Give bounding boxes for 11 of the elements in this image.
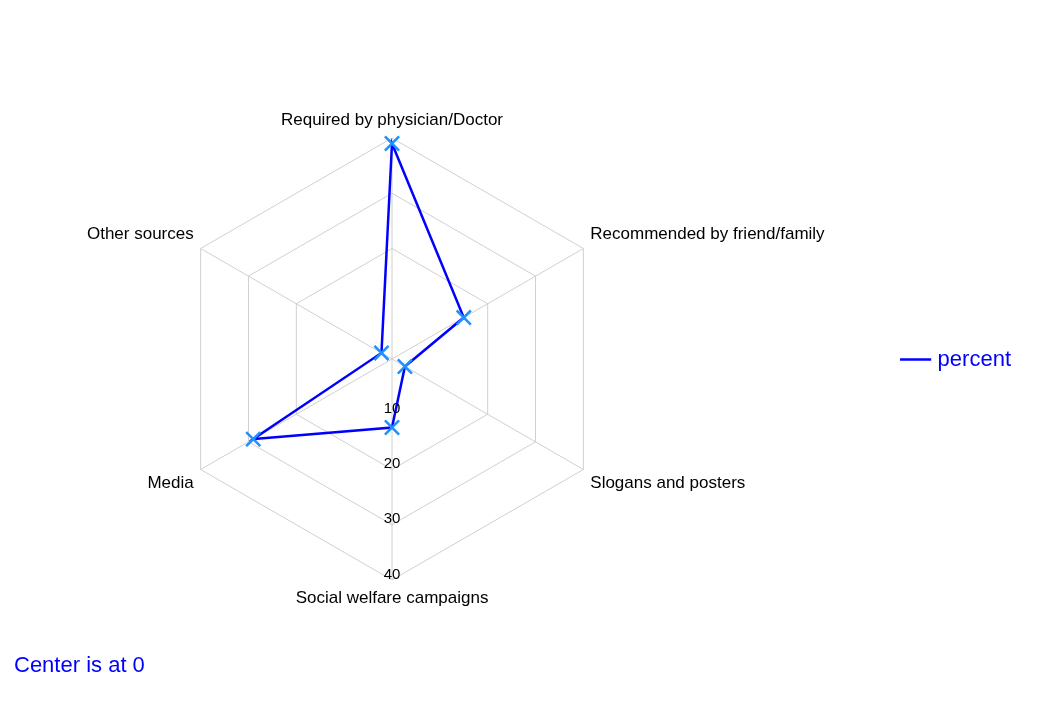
y-tick-label: 40 xyxy=(383,564,401,582)
legend-label: percent xyxy=(937,345,1012,371)
text: Center is at 0 xyxy=(14,652,145,678)
y-tick-label: 20 xyxy=(383,454,401,472)
spoke-label: Other sources xyxy=(86,224,194,243)
spoke-label: Social welfare campaigns xyxy=(295,587,489,607)
spoke-label: Slogans and posters xyxy=(590,473,746,493)
spoke-label: Media xyxy=(147,473,195,493)
spoke-label: Required by physician/Doctor xyxy=(280,109,504,129)
y-tick-label: 30 xyxy=(383,509,401,527)
spoke-label: Recommended by friend/family xyxy=(590,224,826,243)
